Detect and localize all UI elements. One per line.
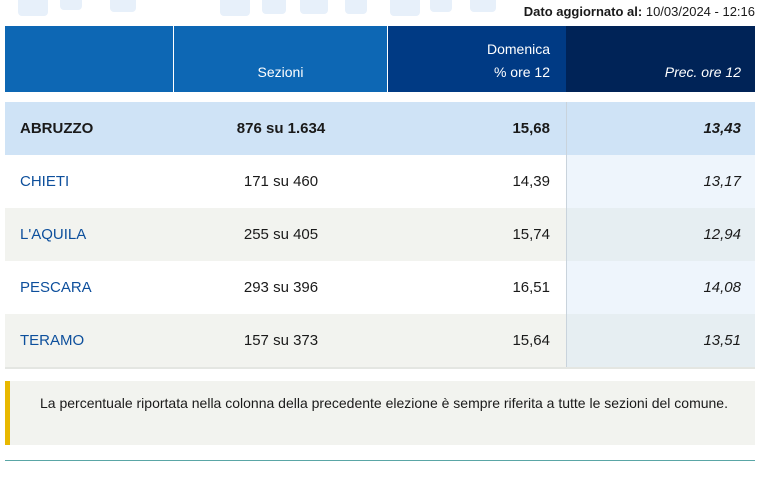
row-sezioni: 255 su 405: [243, 226, 319, 243]
row-sezioni: 171 su 460: [243, 173, 319, 190]
header-prec-label: Prec. ore 12: [664, 64, 741, 80]
table-row: CHIETI 171 su 460 14,39 13,17: [5, 155, 755, 208]
table-header: Sezioni Domenica % ore 12 Prec. ore 12: [5, 26, 755, 92]
header-domenica-day: Domenica: [486, 41, 550, 57]
row-pct: 15,68: [512, 120, 550, 137]
info-note-text: La percentuale riportata nella colonna d…: [40, 395, 728, 411]
row-pct: 14,39: [512, 173, 550, 190]
row-prev: 13,51: [566, 314, 755, 367]
row-prev: 14,08: [566, 261, 755, 314]
divider: [5, 460, 755, 461]
table-row: L'AQUILA 255 su 405 15,74 12,94: [5, 208, 755, 261]
row-sezioni: 157 su 373: [243, 332, 319, 349]
background-pattern: [0, 0, 777, 22]
row-sezioni: 293 su 396: [243, 279, 319, 296]
row-name: ABRUZZO: [20, 120, 94, 137]
row-name-link[interactable]: TERAMO: [20, 332, 85, 349]
table-row: TERAMO 157 su 373 15,64 13,51: [5, 314, 755, 369]
turnout-table: Sezioni Domenica % ore 12 Prec. ore 12 A…: [5, 26, 755, 369]
last-updated: Dato aggiornato al: 10/03/2024 - 12:16: [519, 4, 755, 19]
table-row-total: ABRUZZO 876 su 1.634 15,68 13,43: [5, 102, 755, 155]
header-domenica: Domenica % ore 12: [388, 26, 566, 92]
row-prev: 13,43: [566, 102, 755, 155]
row-pct: 15,64: [512, 332, 550, 349]
row-prev: 13,17: [566, 155, 755, 208]
row-sezioni: 876 su 1.634: [236, 120, 326, 137]
header-gap: [5, 92, 755, 102]
header-sezioni-label: Sezioni: [257, 64, 304, 80]
row-name-link[interactable]: PESCARA: [20, 279, 92, 296]
row-pct: 16,51: [512, 279, 550, 296]
header-domenica-time: % ore 12: [493, 64, 550, 80]
row-pct: 15,74: [512, 226, 550, 243]
table-row: PESCARA 293 su 396 16,51 14,08: [5, 261, 755, 314]
last-updated-value: 10/03/2024 - 12:16: [645, 4, 755, 19]
last-updated-label: Dato aggiornato al:: [523, 4, 643, 19]
header-prec: Prec. ore 12: [566, 26, 755, 92]
row-prev: 12,94: [566, 208, 755, 261]
info-note: La percentuale riportata nella colonna d…: [5, 381, 755, 445]
row-name-link[interactable]: L'AQUILA: [20, 226, 87, 243]
header-area: [5, 26, 174, 92]
header-sezioni: Sezioni: [174, 26, 388, 92]
row-name-link[interactable]: CHIETI: [20, 173, 70, 190]
